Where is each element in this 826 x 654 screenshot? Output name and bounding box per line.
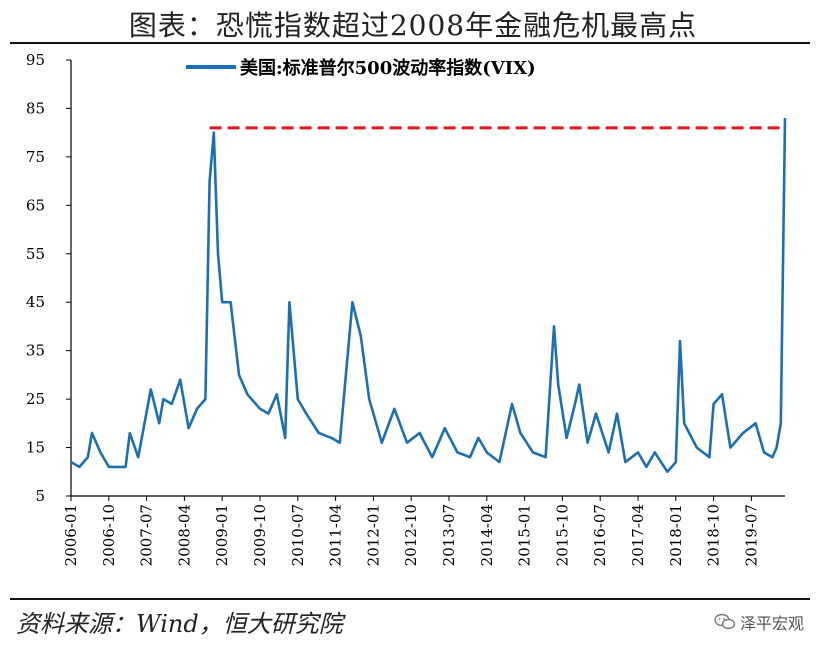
bottom-rule: [10, 598, 810, 600]
x-tick-label: 2010-07: [289, 504, 307, 566]
x-tick-label: 2015-01: [516, 504, 534, 566]
x-tick-label: 2016-07: [591, 504, 609, 566]
vix-line-chart: 5 15 25 35 45 55 65 75 85 95 2006-01 2006-10 2007-0…: [26, 51, 787, 566]
x-tick-label: 2015-10: [553, 504, 571, 566]
wechat-icon: [714, 613, 736, 630]
y-tick-label: 85: [26, 99, 45, 117]
x-tick-label: 2014-04: [478, 504, 496, 566]
x-tick-label: 2012-10: [402, 504, 420, 566]
y-tick-label: 75: [26, 148, 45, 166]
x-tick-label: 2017-04: [629, 504, 647, 566]
top-rule: [10, 42, 810, 44]
x-tick-label: 2013-07: [440, 504, 458, 566]
watermark-text: 泽平宏观: [739, 614, 804, 633]
x-tick-label: 2012-01: [364, 504, 382, 566]
x-tick-label: 2011-04: [327, 504, 345, 566]
y-tick-label: 55: [26, 245, 45, 263]
x-tick-label: 2018-10: [705, 504, 723, 566]
chart-title: 图表：恐慌指数超过2008年金融危机最高点: [128, 9, 698, 42]
x-tick-label: 2009-01: [213, 504, 231, 566]
source-note: 资料来源：Wind，恒大研究院: [16, 610, 343, 638]
x-tick-label: 2019-07: [742, 504, 760, 566]
plot-area: [70, 118, 787, 474]
y-tick-label: 5: [35, 487, 45, 505]
y-tick-label: 35: [26, 342, 45, 360]
x-tick-label: 2018-01: [667, 504, 685, 566]
vix-series-line: [70, 118, 787, 474]
x-tick-label: 2006-10: [100, 504, 118, 566]
x-axis: 2006-01 2006-10 2007-07 2008-04 2009-01 2009-…: [62, 495, 785, 566]
y-tick-label: 25: [26, 390, 45, 408]
y-axis: 5 15 25 35 45 55 65 75 85 95: [26, 51, 72, 505]
y-tick-label: 65: [26, 196, 45, 214]
x-tick-label: 2008-04: [175, 504, 193, 566]
y-tick-label: 15: [26, 439, 45, 457]
x-tick-label: 2007-07: [138, 504, 156, 566]
legend: 美国:标准普尔500波动率指数(VIX): [186, 57, 536, 79]
y-tick-label: 45: [26, 293, 45, 311]
x-tick-label: 2006-01: [62, 504, 80, 566]
y-tick-label: 95: [26, 51, 45, 69]
legend-label: 美国:标准普尔500波动率指数(VIX): [240, 57, 536, 79]
x-tick-label: 2009-10: [251, 504, 269, 566]
watermark: 泽平宏观: [714, 610, 804, 634]
